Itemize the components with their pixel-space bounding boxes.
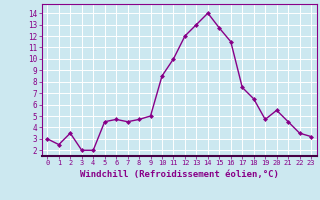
X-axis label: Windchill (Refroidissement éolien,°C): Windchill (Refroidissement éolien,°C) [80,170,279,179]
